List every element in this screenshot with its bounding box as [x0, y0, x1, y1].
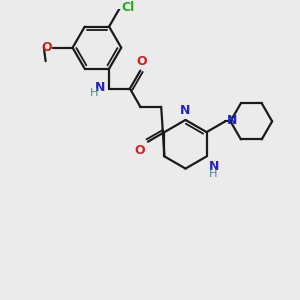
Text: N: N: [95, 81, 105, 94]
Text: O: O: [41, 41, 52, 54]
Text: O: O: [136, 55, 147, 68]
Text: N: N: [227, 114, 238, 127]
Text: Cl: Cl: [122, 1, 135, 14]
Text: N: N: [180, 104, 191, 117]
Text: H: H: [208, 169, 217, 179]
Text: O: O: [134, 144, 145, 157]
Text: N: N: [208, 160, 219, 173]
Text: H: H: [90, 88, 98, 98]
